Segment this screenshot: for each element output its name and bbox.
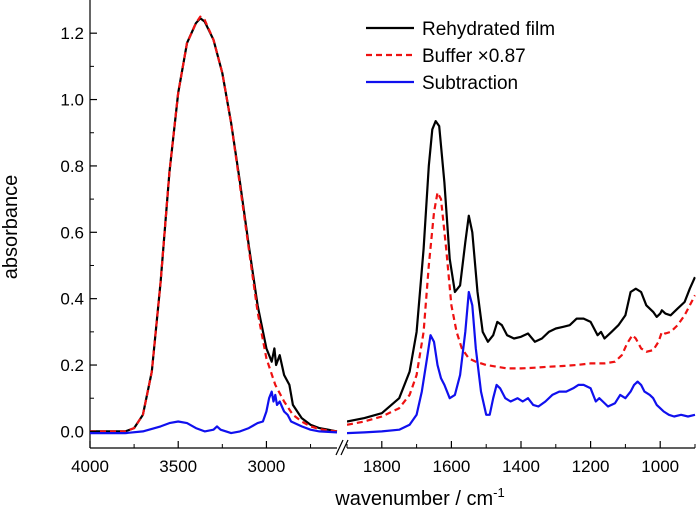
y-tick-label-5: 1.0	[60, 91, 84, 110]
y-tick-label-1: 0.2	[60, 356, 84, 375]
x-tick-label-0-1: 3500	[159, 457, 197, 476]
axis-break-mark-left	[335, 439, 344, 456]
x-tick-label-1-1: 1600	[432, 457, 470, 476]
axis-break-mark-right	[340, 439, 349, 456]
series-line-0-segment-0	[90, 17, 338, 433]
legend-label-0: Rehydrated film	[422, 19, 555, 40]
series-line-0-segment-1	[347, 120, 696, 423]
x-tick-label-1-4: 1000	[641, 457, 679, 476]
y-tick-label-3: 0.6	[60, 223, 84, 242]
y-tick-label-4: 0.8	[60, 157, 84, 176]
y-tick-label-0: 0.0	[60, 422, 84, 441]
x-tick-label-1-3: 1200	[572, 457, 610, 476]
x-axis-label-text: wavenumber / cm	[334, 488, 493, 510]
axis-break	[335, 439, 349, 456]
legend-label-1: Buffer ×0.87	[422, 46, 526, 67]
ticks: 0.0 0.2 0.4 0.6 0.8 1.0 1.2 4000 3500 3000 1800 160…	[60, 24, 696, 476]
legend-label-2: Subtraction	[422, 73, 518, 94]
x-tick-label-0-0: 4000	[71, 457, 109, 476]
legend: Rehydrated film Buffer ×0.87 Subtraction	[366, 19, 555, 94]
y-tick-label-6: 1.2	[60, 24, 84, 43]
series-line-1-segment-0	[90, 15, 338, 433]
series-line-2-segment-0	[90, 390, 338, 435]
series-line-2-segment-1	[347, 290, 696, 435]
x-axis-label: wavenumber / cm-1	[334, 485, 504, 510]
y-tick-label-2: 0.4	[60, 290, 84, 309]
x-tick-label-0-2: 3000	[248, 457, 286, 476]
plot-lines	[90, 15, 696, 435]
axes-frame	[89, 0, 695, 449]
x-axis-label-superscript: -1	[493, 485, 505, 500]
series-line-1-segment-1	[347, 191, 696, 426]
y-axis-label: absorbance	[0, 175, 22, 280]
x-tick-label-1-2: 1400	[502, 457, 540, 476]
x-tick-label-1-0: 1800	[363, 457, 401, 476]
